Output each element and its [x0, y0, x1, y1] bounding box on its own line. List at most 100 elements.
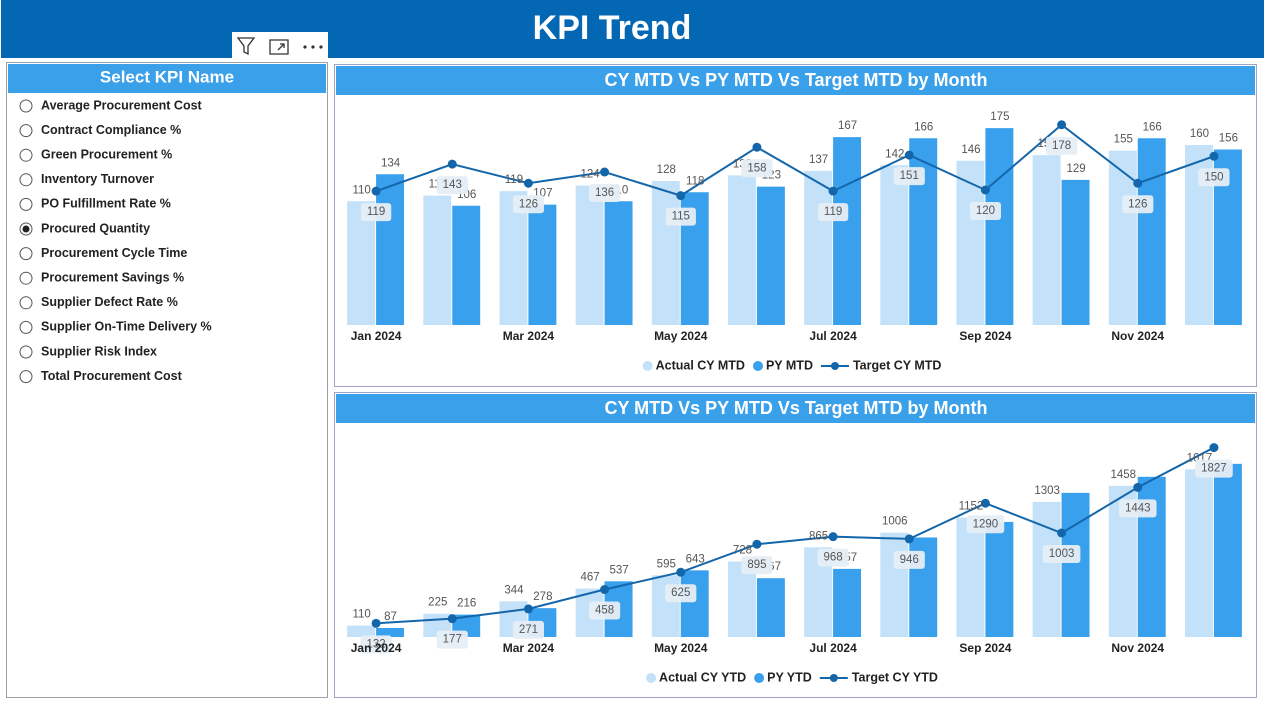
radio-button[interactable] [19, 99, 33, 113]
chart-frame [334, 392, 1257, 698]
option-label[interactable]: Average Procurement Cost [41, 98, 203, 112]
data-label: 143 [443, 179, 462, 191]
legend-item[interactable]: Actual CY YTD [646, 670, 746, 684]
legend-item[interactable]: Target CY MTD [820, 358, 941, 372]
slicer-frame [6, 62, 328, 698]
data-label-box [966, 515, 1005, 534]
data-label-box [741, 159, 773, 178]
legend-item[interactable]: PY YTD [754, 670, 812, 684]
data-label: 895 [747, 559, 766, 571]
bar [1032, 501, 1061, 637]
more-icon[interactable] [303, 45, 323, 49]
data-label-box [1042, 545, 1081, 564]
option-label[interactable]: PO Fulfillment Rate % [41, 197, 171, 211]
option-label[interactable]: Green Procurement % [41, 147, 172, 161]
radio-button[interactable] [19, 370, 33, 384]
line-point [447, 159, 457, 169]
legend-item[interactable]: Actual CY MTD [642, 358, 745, 372]
bar [804, 170, 833, 325]
legend-marker [642, 361, 653, 371]
line-point [980, 498, 990, 508]
slicer-option[interactable]: PO Fulfillment Rate % [19, 197, 171, 211]
focus-icon[interactable] [269, 39, 289, 55]
radio-button[interactable] [19, 271, 33, 285]
x-tick-label: Jul 2024 [809, 641, 857, 655]
chart: CY MTD Vs PY MTD Vs Target MTD by Month 1… [334, 392, 1257, 698]
legend-item[interactable]: PY MTD [752, 358, 813, 372]
radio-button[interactable] [19, 197, 33, 211]
line-point [371, 186, 381, 196]
data-label: 137 [809, 154, 828, 166]
data-label-box [512, 195, 545, 214]
option-label[interactable]: Supplier Risk Index [41, 344, 157, 358]
data-label: 1290 [973, 518, 999, 530]
radio-button[interactable] [19, 148, 33, 162]
slicer-options: Average Procurement Cost Contract Complia… [19, 98, 212, 384]
data-label: 1303 [1034, 485, 1060, 497]
radio-button[interactable] [19, 296, 33, 310]
slicer-option[interactable]: Average Procurement Cost [19, 98, 203, 113]
slicer-option[interactable]: Green Procurement % [19, 147, 172, 162]
bar [833, 568, 862, 637]
filter-icon[interactable] [236, 37, 256, 56]
x-tick-label: Sep 2024 [959, 329, 1011, 343]
legend: Actual CY MTD PY MTD Target CY MTD [642, 358, 941, 372]
data-label: 124 [581, 169, 601, 181]
slicer-option[interactable]: Procurement Cycle Time [19, 246, 187, 261]
slicer-option[interactable]: Contract Compliance % [19, 123, 181, 138]
slicer-option[interactable]: Procured Quantity [19, 221, 150, 236]
bar [376, 627, 405, 637]
slicer-option[interactable]: Procurement Savings % [19, 270, 184, 285]
option-label[interactable]: Contract Compliance % [41, 123, 181, 137]
chart-title: CY MTD Vs PY MTD Vs Target MTD by Month [604, 70, 987, 90]
option-label[interactable]: Procurement Savings % [41, 270, 184, 284]
x-tick-label: Mar 2024 [503, 329, 555, 343]
data-label: 1152 [959, 501, 984, 513]
radio-button[interactable] [19, 247, 33, 261]
data-label: 1443 [1125, 502, 1151, 514]
legend-label: Actual CY MTD [656, 358, 745, 372]
legend-marker [646, 673, 657, 683]
line-point [447, 614, 457, 624]
data-label: 166 [914, 121, 933, 133]
line-point [752, 142, 762, 152]
line-point [676, 567, 686, 577]
slicer-option[interactable]: Inventory Turnover [19, 172, 154, 187]
bar [499, 191, 528, 325]
data-label: 110 [352, 609, 370, 621]
option-label[interactable]: Supplier On-Time Delivery % [41, 320, 212, 334]
slicer-header [8, 64, 326, 93]
data-label: 643 [686, 553, 705, 565]
data-label: 156 [1219, 133, 1238, 145]
option-label[interactable]: Procured Quantity [41, 221, 150, 235]
radio-button[interactable] [19, 173, 33, 187]
line-point [904, 534, 914, 544]
data-label: 126 [519, 198, 538, 210]
data-label: 129 [1066, 163, 1085, 175]
slicer-option[interactable]: Supplier On-Time Delivery % [19, 320, 212, 334]
legend-item[interactable]: Target CY YTD [819, 670, 938, 684]
radio-button[interactable] [19, 124, 33, 138]
data-label: 271 [519, 624, 538, 636]
data-label: 155 [1114, 134, 1133, 146]
line-point [828, 532, 838, 542]
bar [985, 128, 1014, 325]
slicer-option[interactable]: Supplier Risk Index [19, 344, 157, 359]
slicer-option[interactable]: Supplier Defect Rate % [19, 295, 178, 310]
data-label-box [436, 630, 468, 649]
line-point [600, 585, 610, 595]
bar [604, 201, 633, 325]
data-label: 1827 [1201, 463, 1227, 475]
data-label: 146 [961, 144, 980, 156]
line-point [1133, 482, 1143, 492]
option-label[interactable]: Inventory Turnover [41, 172, 154, 186]
bar [1061, 492, 1090, 637]
chart-title-bar [336, 394, 1255, 423]
option-label[interactable]: Procurement Cycle Time [41, 246, 187, 260]
line-point [752, 539, 762, 549]
option-label[interactable]: Total Procurement Cost [41, 369, 183, 383]
slicer-option[interactable]: Total Procurement Cost [19, 369, 183, 384]
option-label[interactable]: Supplier Defect Rate % [41, 295, 178, 309]
radio-button[interactable] [19, 345, 33, 359]
radio-button[interactable] [19, 320, 33, 334]
